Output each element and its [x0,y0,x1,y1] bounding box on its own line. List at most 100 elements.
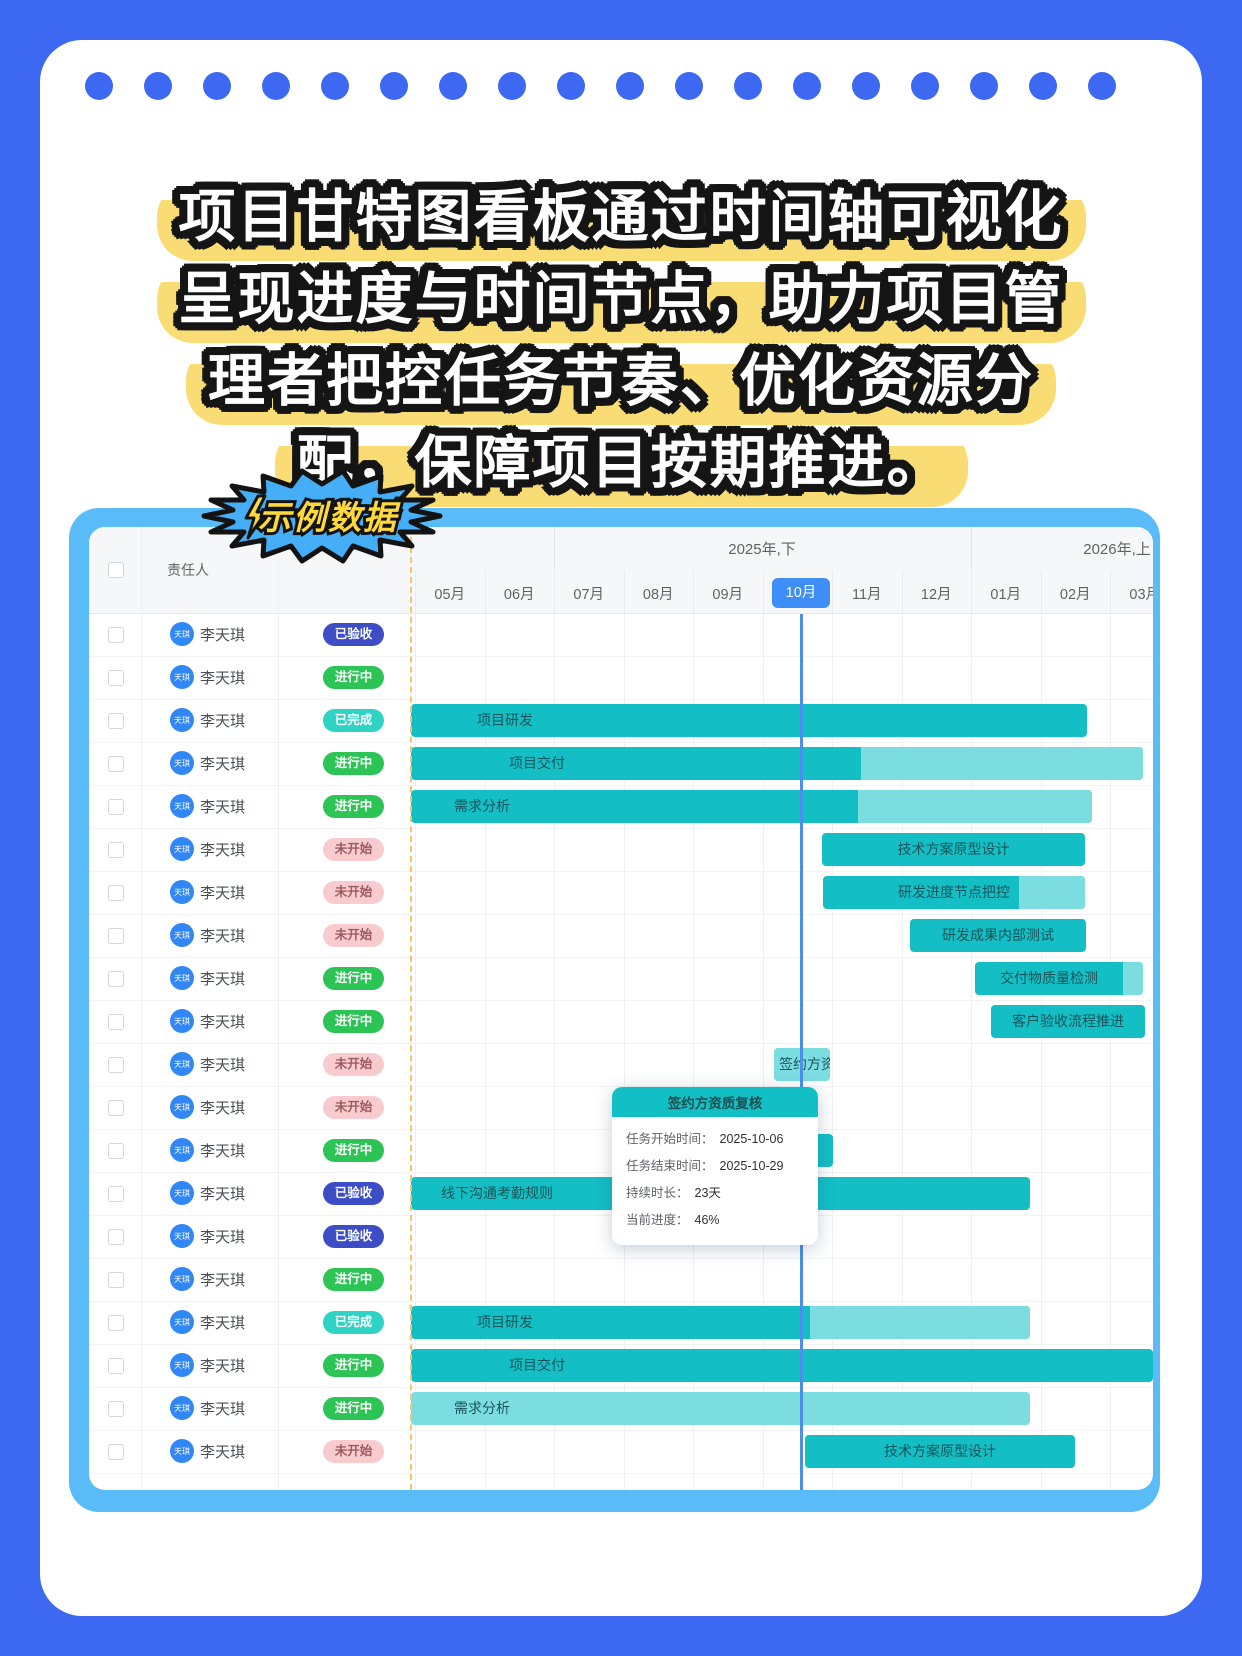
gantt-bar[interactable]: 研发成果内部测试 [910,919,1086,952]
avatar: 天琪 [170,880,194,904]
owner-name: 李天琪 [200,1401,246,1418]
gantt-bar[interactable]: 项目交付 [411,1349,1153,1382]
gantt-bar[interactable]: 技术方案原型设计 [805,1435,1075,1468]
row-checkbox[interactable] [108,1444,124,1460]
month-header-cell[interactable]: 03月 [1129,587,1153,603]
row-checkbox[interactable] [108,1272,124,1288]
row-checkbox[interactable] [108,1186,124,1202]
avatar: 天琪 [170,1310,194,1334]
gridline [554,570,555,613]
owner-name: 李天琪 [200,1272,246,1289]
row-checkbox[interactable] [108,1057,124,1073]
gantt-bar-label: 签约方资质复核 [779,1056,830,1072]
row-checkbox[interactable] [108,627,124,643]
gantt-panel: 责任人 2025年,下 2026年,上 05月 06月 07月 08月 09月 10月 11月 1… [69,508,1160,1512]
deco-dot [557,72,585,100]
status-badge: 已完成 [323,709,384,732]
deco-dot [734,72,762,100]
row-checkbox[interactable] [108,885,124,901]
gridline [832,570,833,613]
row-checkbox[interactable] [108,1143,124,1159]
deco-dot [380,72,408,100]
row-checkbox[interactable] [108,756,124,772]
gantt-bar[interactable]: 交付物质量检测 [975,962,1143,995]
owner-name: 李天琪 [200,971,246,988]
gridline [554,613,555,1490]
gantt-bar[interactable]: 需求分析 [411,790,1092,823]
avatar: 天琪 [170,794,194,818]
row-checkbox[interactable] [108,799,124,815]
row-checkbox[interactable] [108,670,124,686]
select-all-checkbox[interactable] [108,562,124,578]
avatar: 天琪 [170,1396,194,1420]
tooltip-duration-line: 持续时长： 23天 [626,1186,721,1200]
gantt-bar[interactable]: 需求分析 [411,1392,1030,1425]
row-divider [89,1387,1153,1388]
owner-name: 李天琪 [200,1186,246,1203]
gantt-bar[interactable]: 项目交付 [411,747,1143,780]
month-header-cell[interactable]: 09月 [712,587,744,603]
gantt-bar[interactable]: 技术方案原型设计 [822,833,1085,866]
status-badge: 进行中 [323,795,384,818]
row-checkbox[interactable] [108,1401,124,1417]
row-checkbox[interactable] [108,713,124,729]
gridline [623,613,625,1490]
deco-dot [793,72,821,100]
deco-dot [321,72,349,100]
avatar: 天琪 [170,1439,194,1463]
avatar: 天琪 [170,1095,194,1119]
month-header-cell-active[interactable]: 10月 [772,578,830,608]
deco-dot [852,72,880,100]
gridline [484,613,486,1490]
gantt-bar[interactable]: 项目研发 [411,1306,1030,1339]
month-header-cell[interactable]: 02月 [1059,587,1091,603]
gantt-bar[interactable]: 客户验收流程推进 [991,1005,1145,1038]
gantt-bar[interactable]: 研发进度节点把控 [823,876,1085,909]
row-checkbox[interactable] [108,1014,124,1030]
status-badge: 进行中 [323,1268,384,1291]
year-header: 2026年,上 [1083,541,1151,558]
owner-name: 李天琪 [200,799,246,816]
gantt-bar-label: 客户验收流程推进 [1012,1013,1124,1029]
owner-name: 李天琪 [200,1057,246,1074]
gantt-bar[interactable]: 项目研发 [411,704,1087,737]
owner-column-header: 责任人 [167,562,209,578]
avatar: 天琪 [170,1353,194,1377]
avatar: 天琪 [170,837,194,861]
gridline [762,570,764,613]
month-header-cell[interactable]: 01月 [990,587,1022,603]
task-tooltip-title: 签约方资质复核 [612,1087,818,1117]
owner-name: 李天琪 [200,1358,246,1375]
bar-remaining-segment [861,747,1143,780]
month-header-cell[interactable]: 08月 [642,587,674,603]
avatar: 天琪 [170,665,194,689]
avatar: 天琪 [170,708,194,732]
month-header-cell[interactable]: 11月 [851,587,882,603]
row-checkbox[interactable] [108,1229,124,1245]
gridline [1040,570,1042,613]
row-checkbox[interactable] [108,842,124,858]
owner-name: 李天琪 [200,1100,246,1117]
month-header-cell[interactable]: 12月 [920,587,952,603]
row-checkbox[interactable] [108,971,124,987]
status-badge: 已验收 [323,1225,384,1248]
month-header-cell[interactable]: 05月 [434,587,466,603]
row-checkbox[interactable] [108,928,124,944]
avatar: 天琪 [170,966,194,990]
row-checkbox[interactable] [108,1315,124,1331]
row-checkbox[interactable] [108,1100,124,1116]
owner-name: 李天琪 [200,1014,246,1031]
gantt-bar-label: 项目交付 [509,1357,565,1373]
status-badge: 已验收 [323,1182,384,1205]
month-header-cell[interactable]: 07月 [573,587,605,603]
deco-dot [616,72,644,100]
tooltip-progress-line: 当前进度： 46% [626,1213,720,1227]
status-badge: 未开始 [323,1096,384,1119]
row-checkbox[interactable] [108,1358,124,1374]
gantt-bar-label: 项目交付 [509,755,565,771]
month-header-cell[interactable]: 06月 [503,587,535,603]
avatar: 天琪 [170,1181,194,1205]
gridline [415,613,416,1490]
headline-line: 配，保障项目按期推进。 [274,427,968,507]
deco-dot [144,72,172,100]
